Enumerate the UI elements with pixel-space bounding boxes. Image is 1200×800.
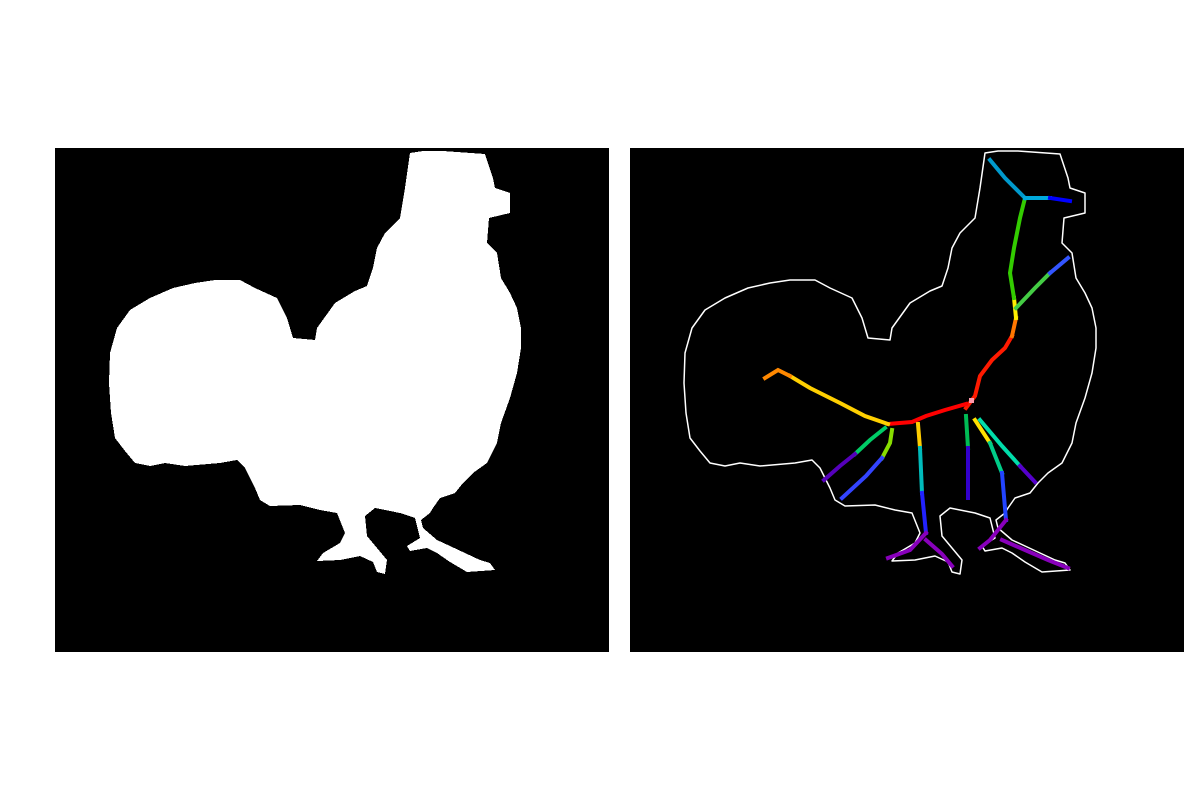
skeleton-chest-branch	[1013, 270, 1053, 311]
skeleton-tail-fan-1	[852, 425, 888, 457]
skeleton-chest-tip	[1047, 255, 1071, 276]
skeleton-leg-left-upper	[915, 421, 923, 451]
skeleton-head-beak	[1047, 195, 1073, 204]
skeleton-foot-left-2	[923, 537, 955, 569]
skeleton-image	[683, 150, 1097, 575]
skeleton-tail-fan-2b	[839, 455, 885, 501]
skeleton-rear-tip	[1017, 463, 1038, 485]
skeleton-leg-left-lower	[919, 490, 929, 536]
skeleton-foot-right-1	[977, 517, 1009, 551]
skeleton-foot-left-1	[885, 530, 929, 561]
skeleton-panel	[630, 148, 1184, 652]
skeleton-leg-right-mid	[987, 440, 1005, 476]
rooster-silhouette	[109, 151, 521, 574]
skeleton-junction	[969, 398, 974, 403]
skeleton-leg-right-lower	[999, 470, 1009, 523]
skeleton-tail-tip	[762, 367, 793, 381]
mask-panel	[55, 148, 609, 652]
skeleton-core	[885, 401, 969, 427]
skeleton-neck-top	[1007, 195, 1028, 301]
skeleton-tail-fan-2	[879, 427, 895, 461]
skeleton-branches	[762, 157, 1073, 571]
skeleton-foot-right-2	[999, 537, 1071, 571]
skeleton-tail-fan-1b	[821, 451, 858, 483]
skeleton-leg-left-mid	[917, 445, 925, 496]
skeleton-rear-branch	[977, 417, 1023, 469]
skeleton-neck	[1009, 315, 1019, 339]
mask-image	[109, 151, 521, 574]
rooster-outline	[683, 150, 1097, 575]
skeleton-tail	[787, 373, 891, 427]
skeleton-leg-mid-upper	[963, 413, 971, 451]
skeleton-head-left	[987, 157, 1028, 201]
skeleton-leg-right-upper	[972, 417, 993, 446]
skeleton-spine	[963, 333, 1015, 411]
